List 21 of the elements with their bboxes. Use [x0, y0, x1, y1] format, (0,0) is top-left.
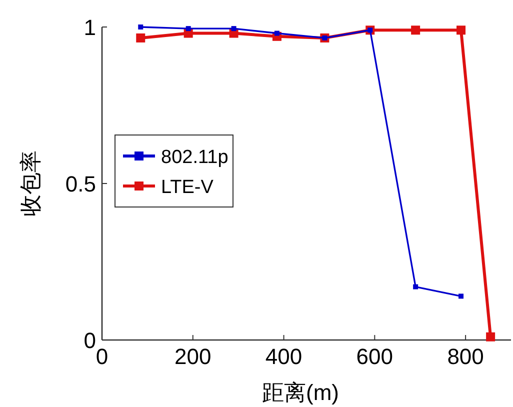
point [274, 30, 280, 36]
y-tick-label: 0.5 [65, 172, 96, 196]
x-tick-label: 200 [174, 344, 212, 369]
point [486, 332, 496, 342]
point [413, 284, 418, 290]
legend-label: 802.11p [161, 147, 228, 168]
point [136, 33, 146, 42]
point [186, 26, 191, 32]
legend-label: LTE-V [161, 177, 214, 198]
point [456, 26, 466, 35]
x-tick-label: 800 [447, 344, 484, 369]
y-tick-label: 1 [84, 15, 96, 40]
x-tick-label: 600 [356, 344, 394, 369]
point [138, 24, 144, 30]
point [231, 26, 236, 32]
x-tick-label: 400 [265, 344, 302, 369]
x-axis-title: 距离(m) [262, 380, 339, 405]
y-tick-label: 0 [84, 328, 96, 353]
point [458, 294, 464, 299]
point [411, 26, 420, 35]
y-axis-title: 收包率 [18, 150, 43, 216]
